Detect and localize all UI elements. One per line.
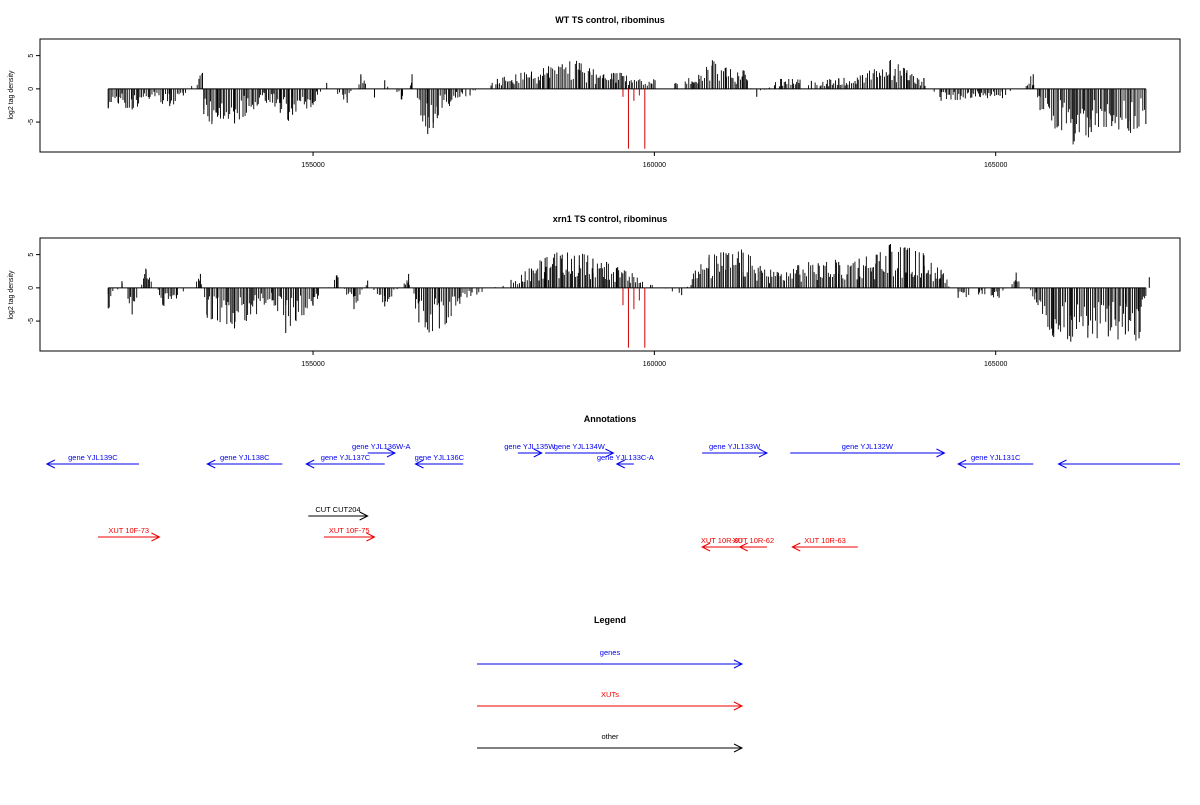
feature-label: XUT 10F-73 bbox=[108, 526, 149, 535]
feature-label: gene YJL132W bbox=[842, 442, 894, 451]
annotation-feature: gene YJL135W bbox=[504, 442, 556, 458]
y-tick-label: 0 bbox=[28, 87, 35, 91]
panel-title: WT TS control, ribominus bbox=[555, 15, 665, 25]
legend-items: genes XUTs other bbox=[477, 648, 744, 753]
x-tick-label: 155000 bbox=[301, 361, 324, 368]
feature-label: XUT 10F-75 bbox=[329, 526, 370, 535]
arrow-head bbox=[758, 448, 769, 458]
x-tick-label: 165000 bbox=[984, 162, 1007, 169]
annotation-feature: gene YJL134W bbox=[545, 442, 615, 458]
legend-label: other bbox=[601, 732, 619, 741]
feature-label: CUT CUT204 bbox=[315, 505, 360, 514]
arrow-head bbox=[605, 448, 615, 458]
annotation-feature: gene YJL136C bbox=[414, 453, 465, 469]
annotation-feature: gene YJL137C bbox=[305, 453, 385, 469]
legend-item: genes bbox=[477, 648, 744, 669]
y-axis-label: log2 tag density bbox=[8, 270, 15, 320]
arrow-head bbox=[738, 542, 748, 552]
feature-label: gene YJL133W bbox=[709, 442, 761, 451]
feature-label: gene YJL136C bbox=[415, 453, 465, 462]
arrow-head bbox=[701, 542, 711, 552]
x-tick-label: 155000 bbox=[301, 162, 324, 169]
arrow-head bbox=[305, 459, 315, 469]
y-axis-label: log2 tag density bbox=[8, 70, 15, 120]
feature-label: gene YJL136W-A bbox=[352, 442, 411, 451]
feature-label: gene YJL139C bbox=[68, 453, 118, 462]
x-tick-label: 160000 bbox=[643, 361, 666, 368]
x-tick-label: 165000 bbox=[984, 361, 1007, 368]
annotation-feature: gene YJL139C bbox=[45, 453, 139, 469]
feature-label: gene YJL138C bbox=[220, 453, 270, 462]
annotation-feature: gene YJL136W-A bbox=[352, 442, 411, 458]
x-tick-label: 160000 bbox=[643, 162, 666, 169]
arrow-head bbox=[1057, 459, 1067, 469]
annotation-feature: gene YJL133W bbox=[702, 442, 769, 458]
wt-tag-density-panel: WT TS control, ribominus log2 tag densit… bbox=[8, 15, 1181, 169]
arrow-head bbox=[366, 532, 376, 542]
annotation-feature: CUT CUT204 bbox=[308, 505, 369, 521]
plot-frame bbox=[39, 38, 1181, 153]
plot-frame bbox=[39, 237, 1181, 352]
feature-label: gene YJL135W bbox=[504, 442, 556, 451]
legend-item: XUTs bbox=[477, 690, 744, 711]
annotation-feature: XUT 10F-73 bbox=[98, 526, 161, 542]
axis-ticks: -5 0 5 155000 160000 165000 bbox=[28, 54, 1007, 169]
xrn1-tag-density-panel: xrn1 TS control, ribominus log2 tag dens… bbox=[8, 214, 1181, 368]
y-tick-label: -5 bbox=[28, 119, 35, 125]
axis-ticks: -5 0 5 155000 160000 165000 bbox=[28, 253, 1007, 368]
annotation-feature: gene YJL138C bbox=[206, 453, 283, 469]
arrow-head bbox=[414, 459, 424, 469]
legend-item: other bbox=[477, 732, 744, 753]
arrow-head bbox=[359, 511, 369, 521]
annotation-features: gene YJL139C gene YJL138C gene YJL137C gene… bbox=[45, 442, 1180, 552]
data-bars bbox=[107, 59, 1147, 149]
feature-label: gene YJL137C bbox=[321, 453, 371, 462]
panel-title: xrn1 TS control, ribominus bbox=[553, 214, 668, 224]
annotation-feature: XUT 10R-80 bbox=[701, 536, 743, 552]
feature-label: gene YJL133C-A bbox=[597, 453, 654, 462]
arrow-head bbox=[533, 448, 543, 458]
annotation-feature bbox=[1057, 459, 1180, 469]
y-tick-label: 5 bbox=[28, 253, 35, 257]
data-bars bbox=[107, 243, 1150, 348]
arrow-head bbox=[733, 701, 744, 711]
annotation-feature: XUT 10R-62 bbox=[733, 536, 775, 552]
arrow-head bbox=[936, 448, 946, 458]
legend-label: XUTs bbox=[601, 690, 619, 699]
annotation-feature: XUT 10F-75 bbox=[323, 526, 376, 542]
feature-label: XUT 10R-63 bbox=[804, 536, 846, 545]
feature-label: gene YJL131C bbox=[971, 453, 1021, 462]
legend-title: Legend bbox=[594, 615, 626, 625]
arrow-head bbox=[733, 659, 744, 669]
arrow-head bbox=[733, 743, 744, 753]
arrow-head bbox=[791, 542, 801, 552]
arrow-head bbox=[386, 448, 397, 458]
annotations-track: Annotations gene YJL139C gene YJL138C gene… bbox=[45, 414, 1180, 552]
annotation-feature: XUT 10R-63 bbox=[791, 536, 858, 552]
arrow-head bbox=[206, 459, 216, 469]
feature-label: XUT 10R-80 bbox=[701, 536, 743, 545]
feature-label: gene YJL134W bbox=[554, 442, 606, 451]
y-tick-label: -5 bbox=[28, 318, 35, 324]
arrow-head bbox=[45, 459, 56, 469]
annotation-feature: gene YJL132W bbox=[790, 442, 946, 458]
annotations-title: Annotations bbox=[584, 414, 637, 424]
feature-label: XUT 10R-62 bbox=[733, 536, 775, 545]
annotation-feature: gene YJL131C bbox=[957, 453, 1034, 469]
arrow-head bbox=[615, 459, 626, 469]
annotation-feature: gene YJL133C-A bbox=[597, 453, 654, 469]
arrow-head bbox=[957, 459, 967, 469]
y-tick-label: 5 bbox=[28, 54, 35, 58]
arrow-head bbox=[151, 532, 161, 542]
legend-label: genes bbox=[600, 648, 621, 657]
legend: Legend genes XUTs other bbox=[477, 615, 744, 753]
y-tick-label: 0 bbox=[28, 286, 35, 290]
